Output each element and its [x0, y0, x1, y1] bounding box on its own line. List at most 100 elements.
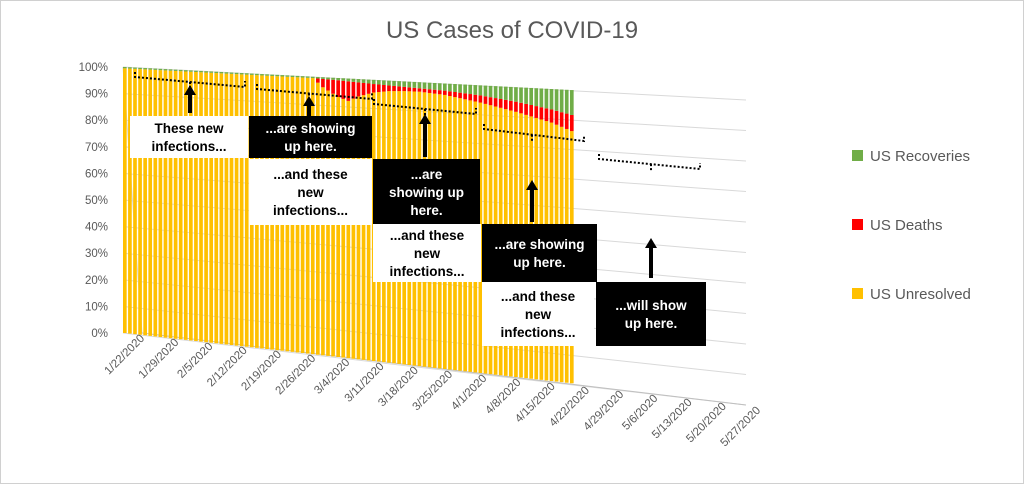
bar-deaths	[488, 97, 493, 106]
bar-deaths	[468, 94, 473, 101]
bar-recoveries	[275, 74, 280, 77]
bar-recoveries	[463, 84, 467, 94]
bar-recoveries	[549, 89, 554, 110]
annotation-box	[596, 282, 706, 346]
bar-deaths	[559, 112, 564, 127]
bar-recoveries	[514, 87, 518, 102]
bar-unresolved	[163, 70, 168, 338]
bar-recoveries	[336, 78, 340, 81]
legend-label: US Unresolved	[870, 286, 971, 303]
legend-label: US Deaths	[870, 217, 943, 234]
bar-deaths	[554, 110, 559, 125]
legend: US Recoveries US Deaths US Unresolved	[852, 148, 971, 303]
annotation-text: ...are showing	[265, 121, 355, 136]
bar-unresolved	[183, 71, 188, 340]
bar-unresolved	[366, 93, 371, 361]
bar-deaths	[427, 89, 432, 93]
bar-recoveries	[529, 87, 534, 105]
bar-deaths	[346, 81, 351, 101]
annotation-text: infections...	[389, 264, 464, 279]
annotation-text: ...and these	[501, 289, 576, 304]
bar-deaths	[331, 79, 335, 94]
chart-title: US Cases of COVID-19	[386, 17, 638, 44]
legend-swatch	[852, 150, 863, 161]
bar-recoveries	[341, 78, 346, 81]
annotation-text: These new	[154, 121, 224, 136]
bar-unresolved	[229, 73, 234, 346]
bar-recoveries	[209, 71, 214, 73]
bar-deaths	[407, 87, 412, 92]
y-tick-label: 90%	[85, 89, 108, 101]
bar-recoveries	[331, 77, 335, 80]
bar-deaths	[509, 100, 513, 111]
bar-recoveries	[260, 74, 264, 76]
bar-recoveries	[564, 89, 569, 114]
annotation-text: up here.	[513, 255, 566, 270]
bar-recoveries	[300, 76, 305, 78]
bar-recoveries	[194, 70, 198, 73]
bar-deaths	[458, 92, 462, 99]
y-tick-label: 30%	[85, 248, 108, 260]
bar-recoveries	[448, 83, 452, 92]
x-tick-label: 4/8/2020	[483, 377, 523, 417]
bar-unresolved	[173, 70, 178, 339]
bar-deaths	[448, 91, 452, 97]
bar-recoveries	[229, 72, 234, 74]
bar-recoveries	[316, 76, 320, 79]
bar-deaths	[351, 81, 356, 99]
bar-deaths	[336, 80, 340, 97]
bar-recoveries	[295, 75, 300, 78]
bar-unresolved	[341, 98, 346, 358]
annotation-text: infections...	[151, 139, 226, 154]
bar-deaths	[417, 88, 422, 92]
annotation-text: new	[414, 246, 441, 261]
bar-deaths	[437, 90, 442, 95]
bar-deaths	[544, 108, 549, 122]
bar-recoveries	[173, 69, 178, 71]
y-tick-label: 20%	[85, 275, 108, 287]
arrow-head	[645, 238, 657, 248]
bar-deaths	[366, 83, 371, 94]
bar-recoveries	[382, 80, 386, 85]
bar-deaths	[422, 88, 427, 93]
bar-deaths	[361, 82, 366, 96]
annotation-text: up here.	[284, 139, 337, 154]
bar-unresolved	[224, 73, 229, 345]
bar-deaths	[443, 90, 447, 95]
bar-recoveries	[509, 86, 513, 101]
bar-unresolved	[351, 98, 356, 359]
bar-recoveries	[290, 75, 295, 78]
bar-deaths	[453, 91, 457, 98]
bar-recoveries	[133, 67, 137, 69]
bar-unresolved	[244, 74, 249, 347]
bar-deaths	[376, 84, 381, 93]
bar-recoveries	[544, 88, 549, 109]
bar-recoveries	[265, 74, 269, 76]
bar-unresolved	[194, 72, 198, 341]
bar-recoveries	[473, 85, 478, 95]
annotation-text: new	[297, 185, 324, 200]
bar-recoveries	[148, 68, 153, 70]
bar-recoveries	[356, 79, 361, 83]
arrow-head	[303, 96, 315, 106]
bracket	[483, 124, 585, 143]
bar-deaths	[478, 95, 483, 103]
bar-unresolved	[361, 95, 366, 360]
bar-deaths	[402, 86, 407, 92]
annotation-text: showing up	[389, 185, 464, 200]
bar-recoveries	[361, 79, 366, 83]
bar-unresolved	[209, 72, 214, 343]
bar-recoveries	[422, 82, 427, 89]
annotation-text: ...and these	[273, 167, 348, 182]
bar-unresolved	[153, 69, 158, 337]
bar-unresolved	[336, 96, 340, 358]
bar-deaths	[534, 106, 539, 118]
bar-recoveries	[128, 67, 132, 69]
bar-recoveries	[412, 81, 417, 88]
bar-deaths	[529, 104, 534, 117]
bar-recoveries	[524, 87, 528, 104]
annotation-text: ...are	[411, 167, 443, 182]
bar-recoveries	[427, 82, 432, 90]
annotation-text: infections...	[273, 203, 348, 218]
bar-unresolved	[219, 73, 224, 344]
